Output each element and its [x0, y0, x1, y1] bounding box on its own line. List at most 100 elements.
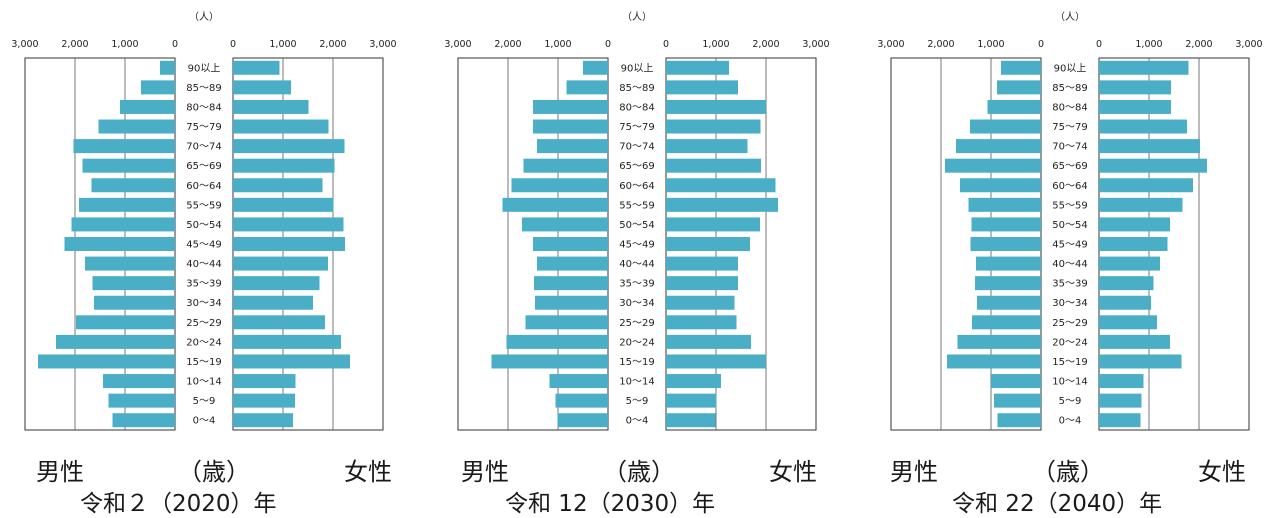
female-bar — [233, 295, 313, 310]
female-bar — [666, 80, 738, 95]
female-bar — [666, 354, 766, 369]
age-category-label: 55～59 — [186, 200, 221, 211]
age-category-label: 20～24 — [1052, 337, 1087, 348]
female-bar — [1099, 80, 1171, 95]
female-bar — [233, 315, 325, 330]
male-tick-label: 3,000 — [11, 39, 38, 50]
male-bar — [537, 139, 608, 154]
age-category-label: 55～59 — [619, 200, 654, 211]
male-label: 男性 — [461, 458, 509, 486]
age-category-label: 40～44 — [1052, 259, 1087, 270]
chart-title: 令和２（2020）年 — [80, 491, 277, 517]
age-category-label: 70～74 — [186, 142, 221, 153]
age-category-label: 0～4 — [193, 416, 216, 427]
age-category-label: 5～9 — [1059, 396, 1082, 407]
age-category-label: 45～49 — [619, 240, 654, 251]
female-tick-label: 0 — [1096, 39, 1102, 50]
male-bar — [972, 315, 1041, 330]
age-category-label: 80～84 — [619, 102, 654, 113]
age-category-label: 60～64 — [619, 181, 654, 192]
age-category-label: 15～19 — [186, 357, 221, 368]
age-category-label: 60～64 — [1052, 181, 1087, 192]
male-bar — [91, 178, 175, 193]
female-bar — [233, 334, 341, 349]
female-bar — [1099, 139, 1200, 154]
female-tick-label: 1,000 — [1135, 39, 1162, 50]
age-category-label: 50～54 — [1052, 220, 1087, 231]
male-bar — [141, 80, 175, 95]
age-category-label: 90以上 — [621, 62, 654, 74]
male-bar — [533, 99, 608, 114]
pyramid-chart: （人） 0 0 1,000 1,000 2,000 2,000 3,000 3,000 90以上 8… — [444, 11, 830, 431]
age-label: （歳） — [178, 458, 250, 486]
female-bar — [233, 237, 345, 251]
age-category-label: 65～69 — [1052, 161, 1087, 172]
pyramid-chart: （人） 0 0 1,000 1,000 2,000 2,000 3,000 3,000 90以上 8… — [11, 11, 397, 431]
pyramid-2020: （人） 0 0 1,000 1,000 2,000 2,000 3,000 3,000 90以上 8… — [0, 0, 420, 517]
male-bar — [103, 374, 175, 389]
male-bar — [537, 256, 608, 271]
male-tick-label: 1,000 — [977, 39, 1004, 50]
male-tick-label: 2,000 — [927, 39, 954, 50]
age-category-label: 0～4 — [626, 416, 649, 427]
female-bar — [233, 80, 291, 95]
chart-title: 令和 12（2030）年 — [505, 491, 716, 517]
age-category-label: 70～74 — [1052, 142, 1087, 153]
age-category-label: 90以上 — [188, 62, 221, 74]
male-tick-label: 0 — [605, 39, 611, 50]
male-bar — [945, 158, 1041, 173]
age-category-label: 85～89 — [619, 83, 654, 94]
age-category-label: 10～14 — [619, 377, 654, 388]
male-bar — [555, 393, 608, 408]
male-bar — [71, 217, 175, 232]
male-bar — [987, 99, 1041, 114]
age-category-label: 30～34 — [1052, 298, 1087, 309]
female-bar — [1099, 413, 1141, 428]
male-bar — [975, 276, 1041, 291]
male-label: 男性 — [36, 458, 84, 486]
age-category-label: 30～34 — [186, 298, 221, 309]
age-category-label: 5～9 — [626, 396, 649, 407]
age-category-label: 10～14 — [1052, 377, 1087, 388]
female-bar — [666, 374, 721, 389]
male-bar — [997, 80, 1041, 95]
unit-label: （人） — [1055, 11, 1085, 23]
age-category-label: 20～24 — [619, 337, 654, 348]
age-category-label: 50～54 — [186, 220, 221, 231]
female-bar — [666, 139, 748, 154]
male-tick-label: 0 — [172, 39, 178, 50]
male-bar — [85, 256, 175, 271]
female-bar — [666, 276, 738, 291]
male-bar — [534, 276, 608, 291]
female-bar — [233, 60, 280, 75]
female-bar — [1099, 315, 1157, 330]
chart-title: 令和 22（2040）年 — [952, 491, 1163, 517]
age-category-label: 70～74 — [619, 142, 654, 153]
age-category-label: 60～64 — [186, 181, 221, 192]
male-bar — [511, 178, 608, 193]
age-category-label: 85～89 — [186, 83, 221, 94]
female-bar — [233, 178, 323, 193]
male-bar — [971, 217, 1041, 232]
female-bar — [1099, 197, 1183, 212]
male-bar — [994, 393, 1041, 408]
unit-label: （人） — [622, 11, 652, 23]
female-bar — [1099, 334, 1170, 349]
age-category-label: 80～84 — [1052, 102, 1087, 113]
age-category-label: 5～9 — [193, 396, 216, 407]
male-bar — [73, 139, 175, 154]
male-bar — [970, 237, 1041, 251]
female-bar — [666, 217, 760, 232]
age-category-label: 65～69 — [186, 161, 221, 172]
female-bar — [233, 119, 329, 134]
age-category-label: 75～79 — [619, 122, 654, 133]
age-category-label: 75～79 — [186, 122, 221, 133]
pyramid-chart: （人） 0 0 1,000 1,000 2,000 2,000 3,000 3,000 90以上 8… — [877, 11, 1263, 431]
male-tick-label: 1,000 — [111, 39, 138, 50]
female-bar — [666, 119, 761, 134]
female-bar — [233, 276, 320, 291]
female-tick-label: 1,000 — [269, 39, 296, 50]
male-bar — [968, 197, 1041, 212]
female-bar — [666, 256, 738, 271]
female-bar — [666, 60, 729, 75]
